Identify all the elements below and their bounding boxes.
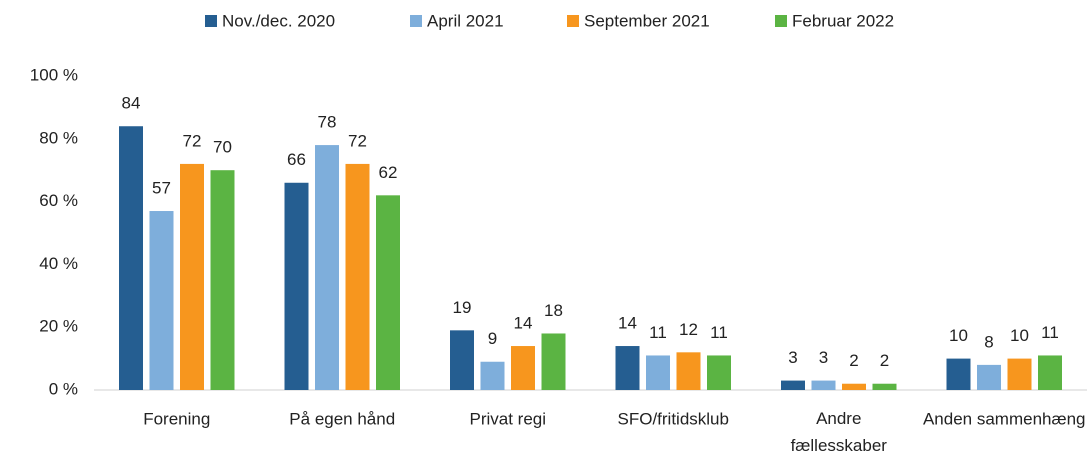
bar [615,346,640,390]
y-tick-label: 60 % [39,191,78,210]
legend-swatch [410,15,422,27]
x-tick-label: På egen hånd [289,409,395,428]
bar [872,383,897,390]
data-label: 11 [1041,323,1059,342]
legend-label: September 2021 [584,11,710,30]
legend-swatch [567,15,579,27]
y-tick-label: 100 % [30,65,78,84]
legend-label: Nov./dec. 2020 [222,11,335,30]
bar [180,163,204,390]
bar [480,361,505,390]
bar [345,163,370,390]
data-label: 78 [318,113,337,132]
data-label: 3 [819,348,828,367]
legend-label: Februar 2022 [792,11,894,30]
x-tick-label: Forening [143,409,210,428]
data-label: 12 [679,320,698,339]
data-label: 3 [788,348,797,367]
bar [541,333,566,390]
y-tick-label: 40 % [39,254,78,273]
y-tick-label: 80 % [39,128,78,147]
x-tick-label: SFO/fritidsklub [618,409,729,428]
data-label: 10 [1010,326,1029,345]
y-tick-label: 20 % [39,317,78,336]
bar [210,170,235,390]
bar [376,195,400,390]
data-label: 9 [488,329,497,348]
data-label: 11 [710,323,728,342]
bar [707,355,731,390]
bar [315,145,339,390]
data-label: 62 [379,163,398,182]
data-label: 19 [453,298,472,317]
bar [842,383,866,390]
data-label: 10 [949,326,968,345]
bar [977,364,1001,390]
bar [284,182,309,390]
data-label: 72 [348,131,367,150]
data-label: 14 [514,314,533,333]
bar [1007,358,1032,390]
bar [119,126,143,391]
legend-label: April 2021 [427,11,504,30]
data-label: 2 [849,351,858,370]
data-label: 8 [984,332,993,351]
x-tick-label: Privat regi [469,409,546,428]
bar [450,330,474,390]
data-label: 11 [649,323,667,342]
data-label: 84 [122,94,141,113]
bar [811,380,836,390]
data-label: 72 [183,131,202,150]
bar [1038,355,1062,390]
bar [676,352,701,390]
bar [149,211,174,390]
legend-swatch [205,15,217,27]
data-label: 2 [880,351,889,370]
data-label: 18 [544,301,563,320]
data-label: 14 [618,314,637,333]
bar [511,346,535,390]
bar [646,355,670,390]
data-label: 57 [152,179,171,198]
data-label: 70 [213,138,232,157]
y-tick-label: 0 % [49,379,78,398]
data-label: 66 [287,150,306,169]
bar [946,358,971,390]
x-tick-label: Andre fællesskaber [791,409,888,455]
legend-swatch [775,15,787,27]
bar [781,380,805,390]
x-tick-label: Anden sammenhæng [923,409,1086,428]
